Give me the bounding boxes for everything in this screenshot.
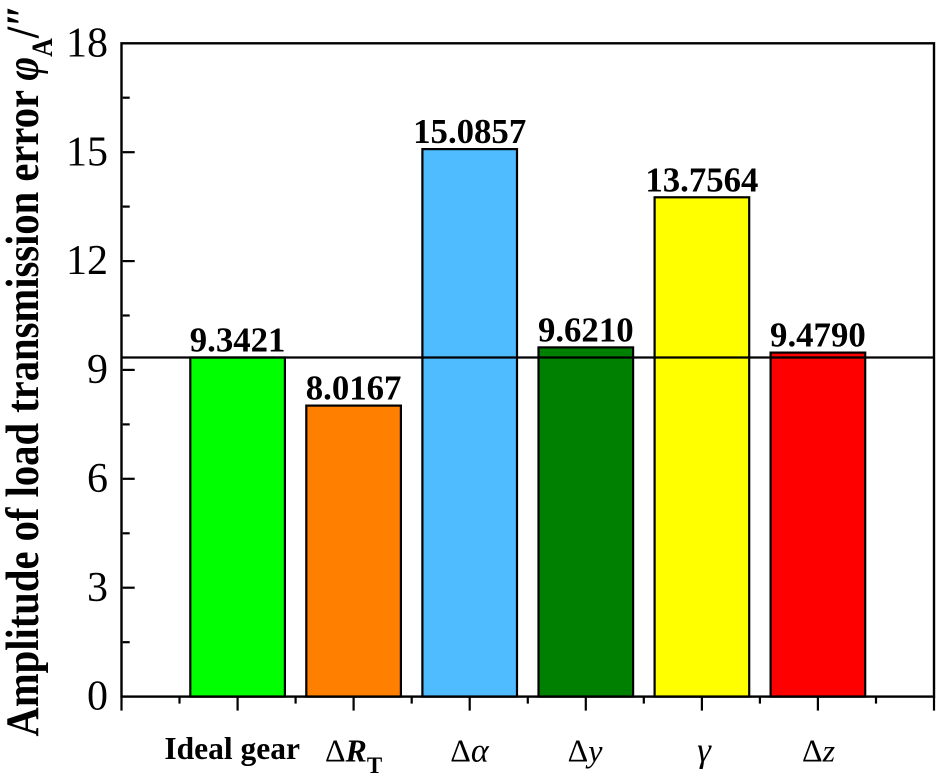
svg-text:Δy: Δy xyxy=(568,733,604,769)
svg-text:15: 15 xyxy=(66,129,108,175)
svg-text:8.0167: 8.0167 xyxy=(306,369,402,408)
svg-text:9.3421: 9.3421 xyxy=(190,321,286,360)
svg-text:9.4790: 9.4790 xyxy=(770,316,866,355)
svg-text:9: 9 xyxy=(87,347,108,393)
svg-text:3: 3 xyxy=(87,565,108,611)
svg-text:Ideal gear: Ideal gear xyxy=(164,731,300,766)
svg-text:0: 0 xyxy=(87,674,108,720)
svg-text:Δz: Δz xyxy=(802,733,836,769)
svg-text:6: 6 xyxy=(87,456,108,502)
svg-text:Δα: Δα xyxy=(450,733,490,770)
svg-text:18: 18 xyxy=(66,20,108,66)
svg-text:15.0857: 15.0857 xyxy=(413,112,526,151)
svg-text:γ: γ xyxy=(697,731,712,770)
svg-text:ΔRT: ΔRT xyxy=(325,733,382,779)
svg-text:13.7564: 13.7564 xyxy=(645,160,758,199)
svg-text:12: 12 xyxy=(66,238,108,284)
svg-text:9.6210: 9.6210 xyxy=(538,310,634,349)
